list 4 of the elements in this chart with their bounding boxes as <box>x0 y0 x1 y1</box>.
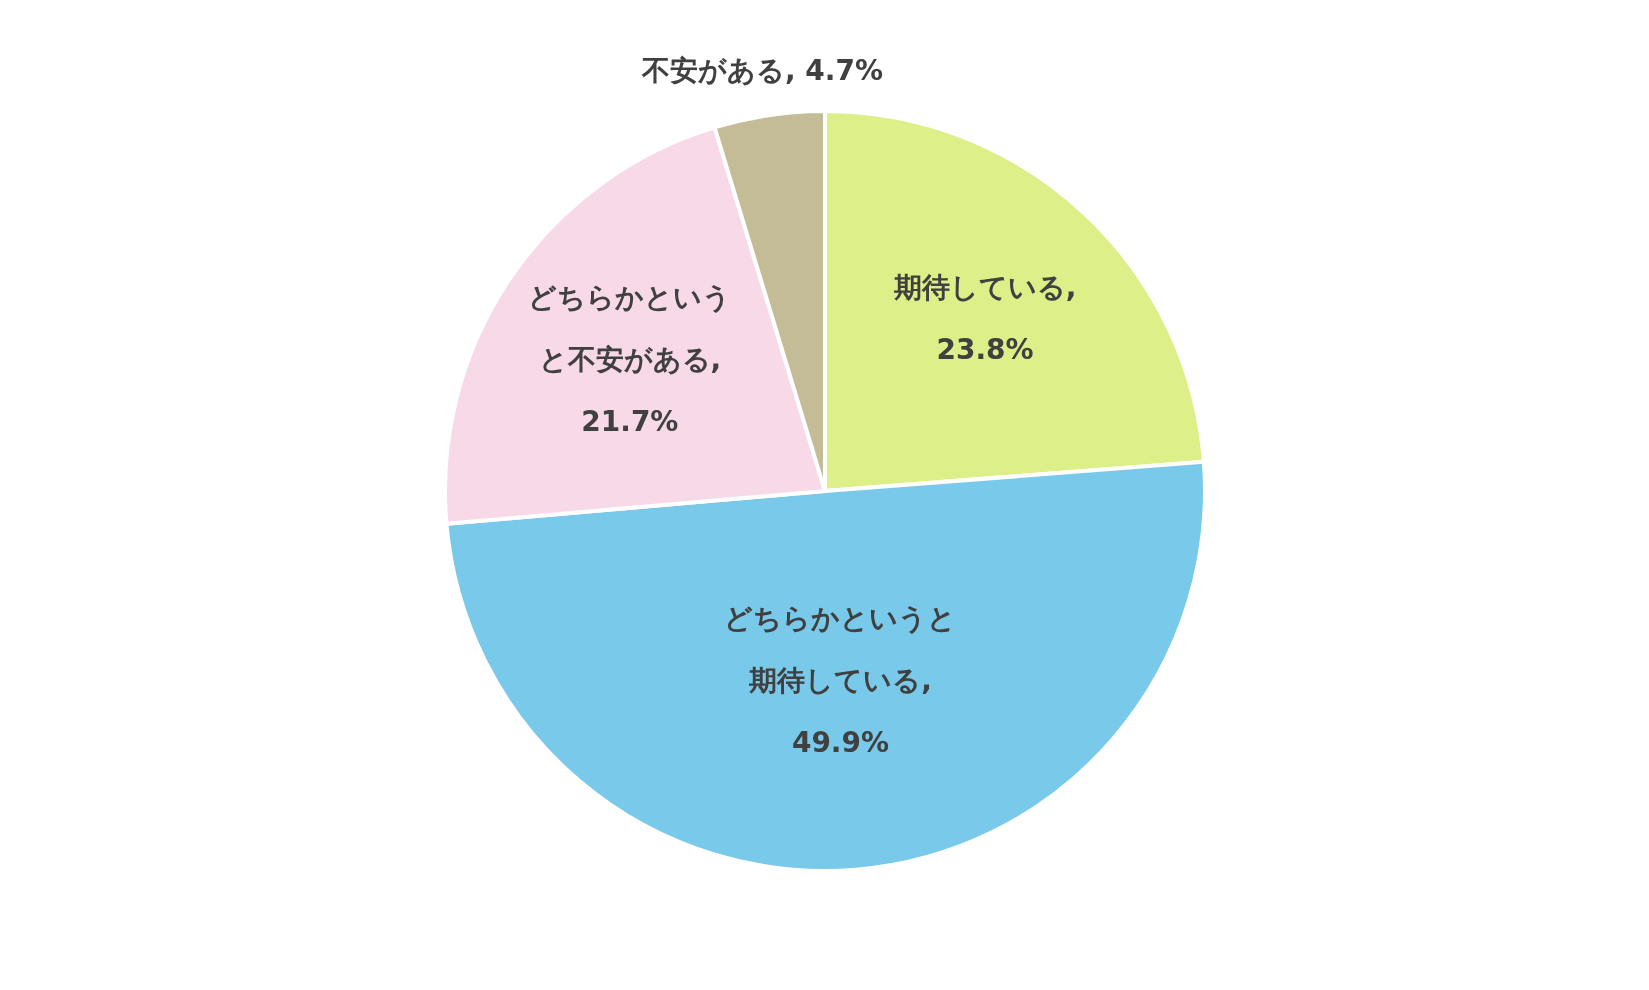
slice-label: どちらかというと不安がある, 21.7% <box>528 281 732 438</box>
slice-label: 期待している, 23.8% <box>892 271 1077 367</box>
slice-label: 不安がある, 4.7% <box>640 54 883 88</box>
slice-label: どちらかというと期待している, 49.9% <box>724 602 957 760</box>
